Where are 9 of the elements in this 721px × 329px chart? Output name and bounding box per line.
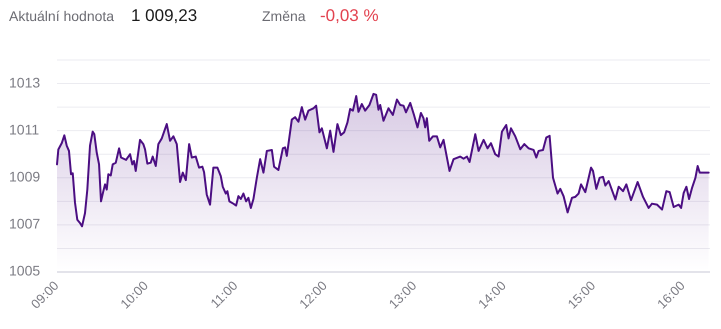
y-tick-label: 1011 [9, 121, 40, 138]
text: -0,03 % [320, 6, 379, 25]
y-tick-label: 1013 [9, 74, 40, 90]
text: 1 009,23 [131, 6, 198, 25]
y-tick-label: 1005 [9, 262, 40, 279]
text: Aktuální hodnota [9, 8, 114, 24]
y-tick-label: 1007 [9, 216, 40, 232]
y-tick-label: 1009 [9, 168, 40, 184]
text: Změna [262, 8, 306, 24]
